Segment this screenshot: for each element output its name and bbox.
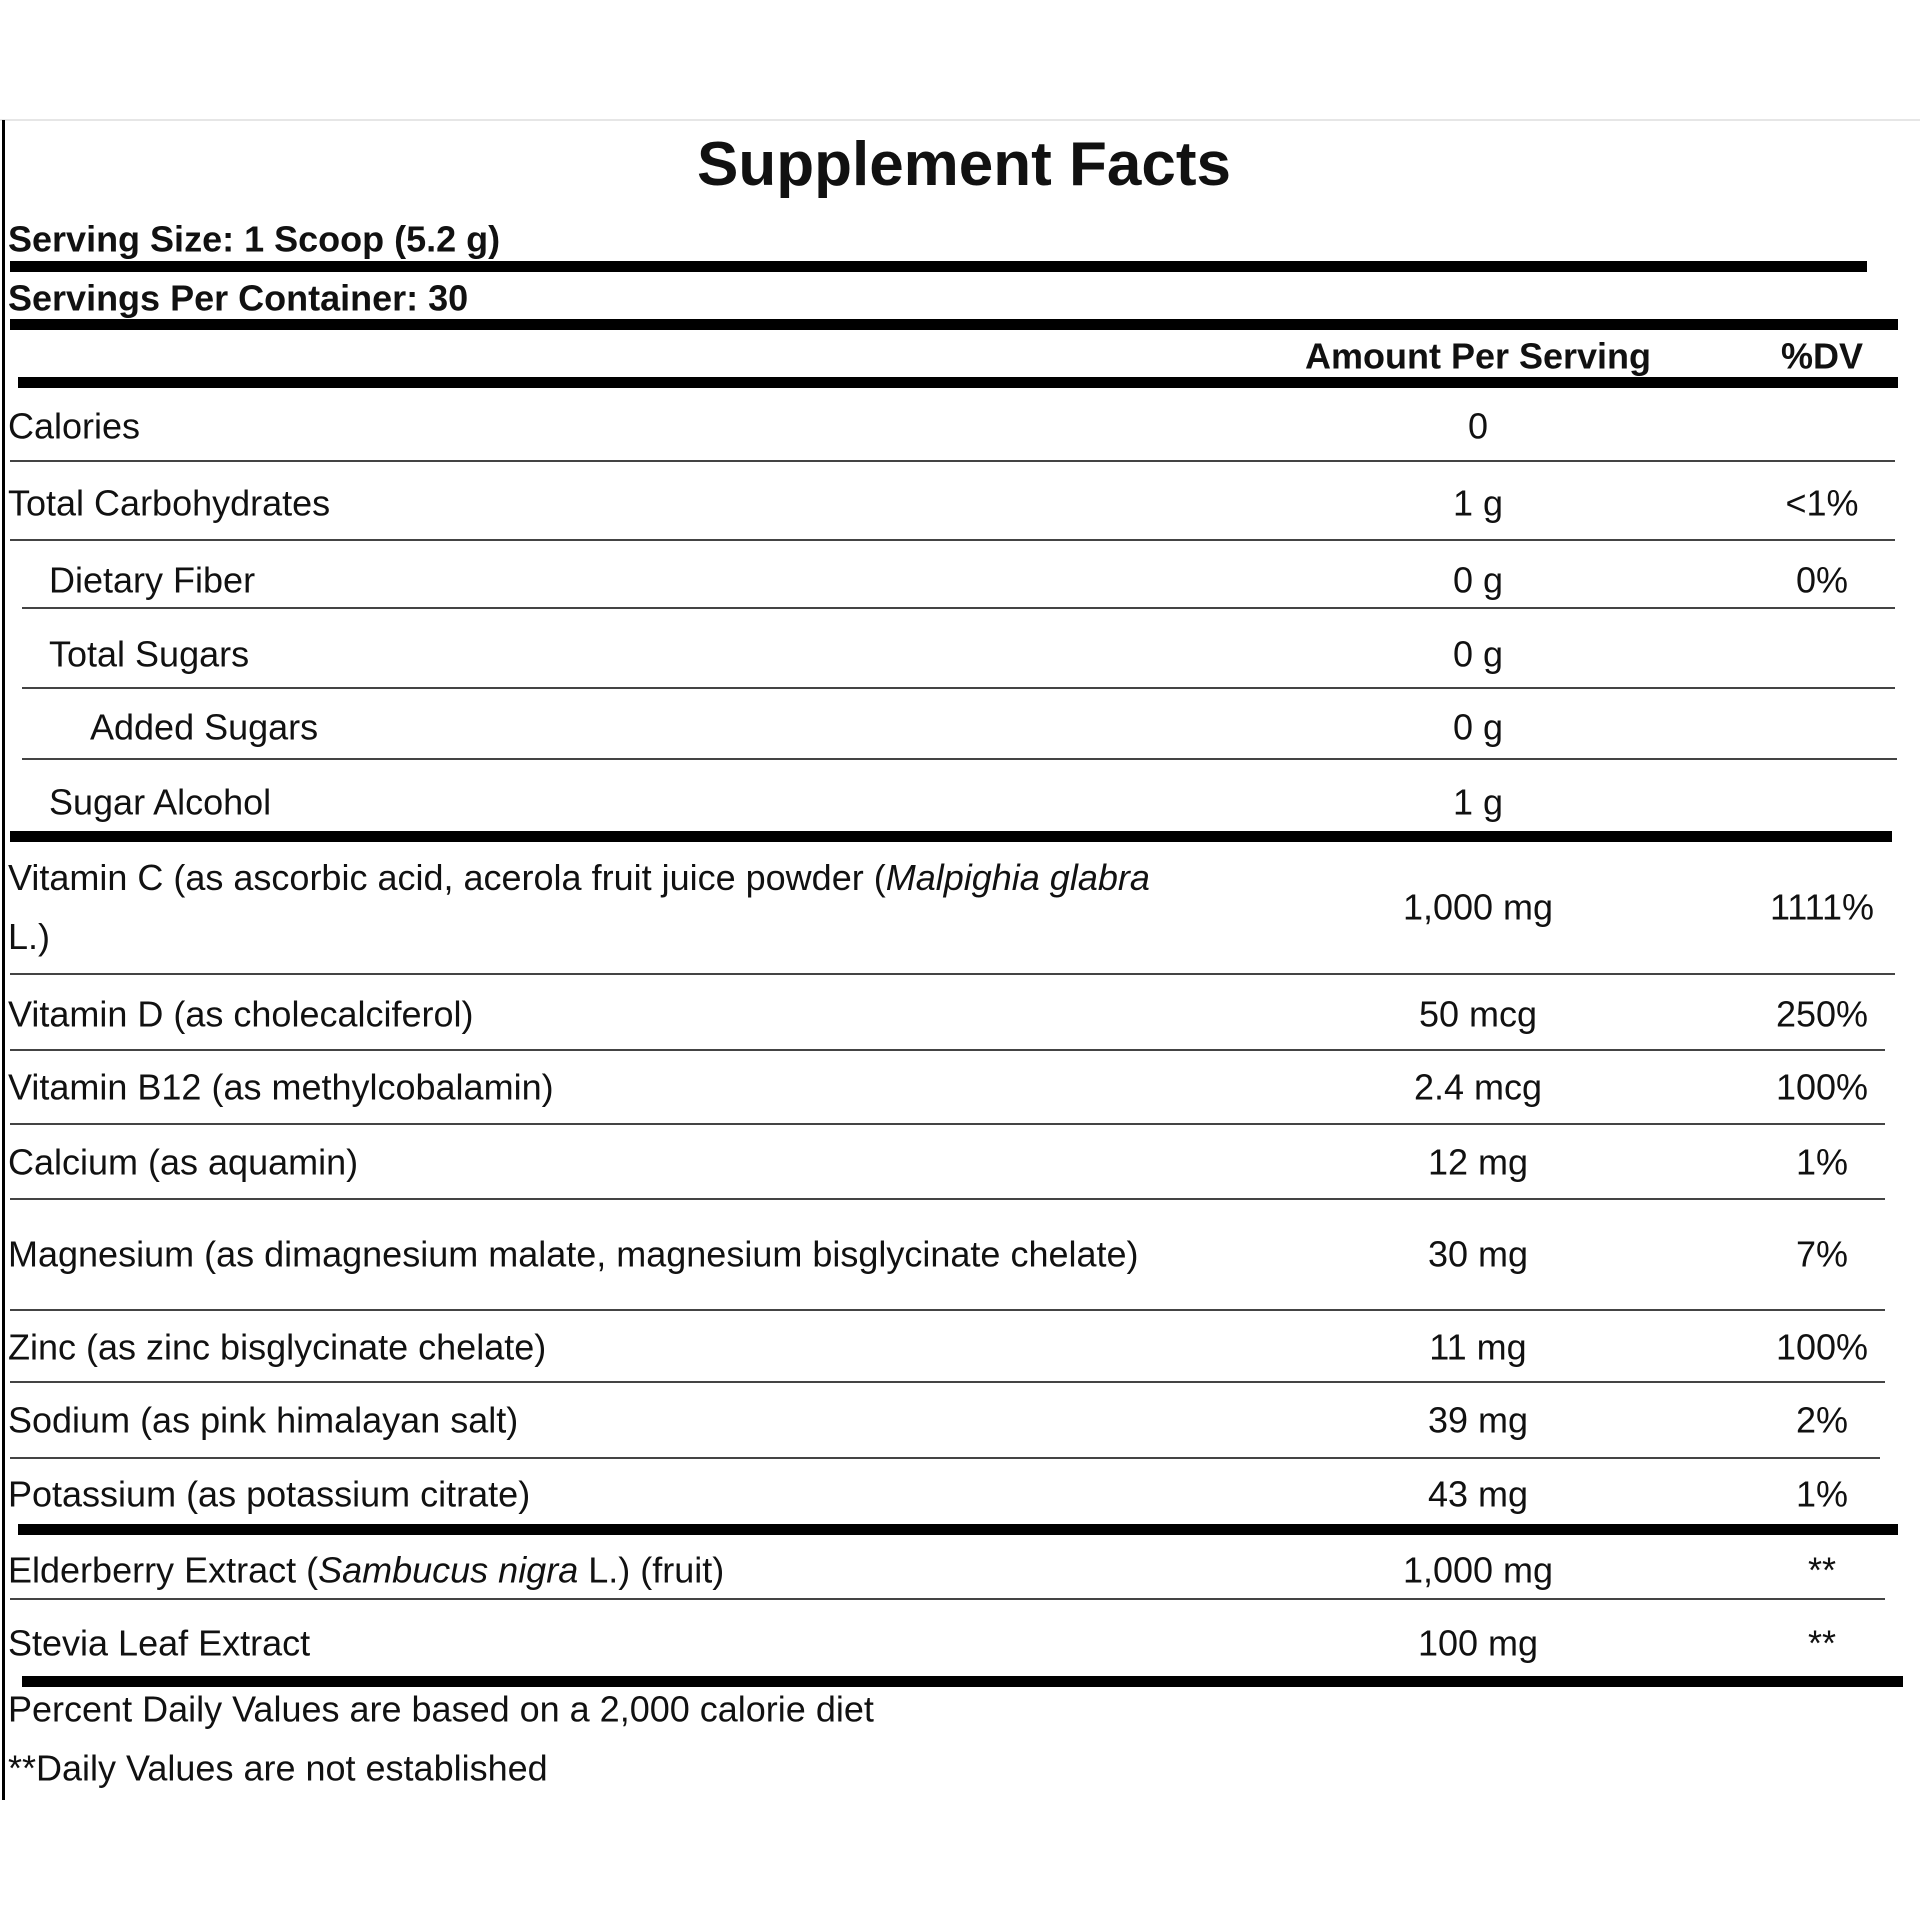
row-name: Stevia Leaf Extract — [8, 1614, 1198, 1673]
row-name: Calories — [8, 397, 1198, 456]
daily-value: 100% — [1775, 1066, 1869, 1108]
rule — [10, 1457, 1880, 1459]
row-name: Vitamin D (as cholecalciferol) — [8, 985, 1198, 1044]
top-border — [0, 119, 1920, 121]
rule — [10, 1309, 1885, 1311]
amount: 30 mg — [1427, 1233, 1529, 1275]
row-name: Added Sugars — [90, 698, 1280, 757]
row-name: Dietary Fiber — [49, 551, 1239, 610]
amount: 39 mg — [1427, 1399, 1529, 1441]
rule — [10, 261, 1867, 272]
amount: 2.4 mcg — [1413, 1066, 1543, 1108]
amount: 100 mg — [1417, 1622, 1539, 1664]
row-name: Total Sugars — [49, 625, 1239, 684]
amount: 0 g — [1452, 633, 1504, 675]
amount: 0 g — [1452, 706, 1504, 748]
amount: 11 mg — [1429, 1326, 1527, 1368]
amount: 1 g — [1452, 482, 1504, 524]
daily-value: 250% — [1775, 993, 1869, 1035]
rule — [22, 607, 1895, 609]
row-name: Vitamin B12 (as methylcobalamin) — [8, 1058, 1198, 1117]
amount: 0 g — [1452, 559, 1504, 601]
dv-header: %DV — [1780, 335, 1864, 377]
row-name: Potassium (as potassium citrate) — [8, 1465, 1198, 1524]
rule — [10, 1123, 1885, 1125]
name-part: Sodium (as pink himalayan salt) — [8, 1399, 519, 1441]
amount-header: Amount Per Serving — [1304, 335, 1652, 377]
name-part: Added Sugars — [90, 706, 319, 748]
footnote: Percent Daily Values are based on a 2,00… — [8, 1688, 874, 1730]
daily-value: 2% — [1795, 1399, 1849, 1441]
daily-value: ** — [1807, 1549, 1837, 1591]
name-part: Vitamin C (as ascorbic acid, acerola fru… — [8, 857, 886, 898]
daily-value: ** — [1807, 1622, 1837, 1664]
name-part: Total Sugars — [49, 633, 250, 675]
rule — [10, 1198, 1885, 1200]
name-part: Malpighia glabra — [885, 857, 1150, 898]
rule — [10, 319, 1898, 330]
name-part: Vitamin B12 (as methylcobalamin) — [8, 1066, 554, 1108]
daily-value: 0% — [1795, 559, 1849, 601]
left-border — [2, 120, 5, 1800]
servings-per-container: Servings Per Container: 30 — [8, 277, 469, 319]
rule — [18, 1524, 1898, 1535]
name-part: Sugar Alcohol — [49, 781, 272, 823]
amount: 1,000 mg — [1402, 886, 1554, 928]
amount: 12 mg — [1427, 1141, 1529, 1183]
serving-size: Serving Size: 1 Scoop (5.2 g) — [8, 218, 501, 260]
rule — [10, 831, 1892, 842]
rule — [22, 1676, 1903, 1687]
title: Supplement Facts — [697, 130, 1231, 199]
rule — [10, 460, 1895, 462]
name-part: Zinc (as zinc bisglycinate chelate) — [8, 1326, 547, 1368]
daily-value: 1% — [1795, 1473, 1849, 1515]
row-name: Sodium (as pink himalayan salt) — [8, 1391, 1198, 1450]
name-part: Stevia Leaf Extract — [8, 1622, 311, 1664]
row-name: Magnesium (as dimagnesium malate, magnes… — [8, 1225, 1198, 1284]
daily-value: 1% — [1795, 1141, 1849, 1183]
name-part: Magnesium (as dimagnesium malate, magnes… — [8, 1233, 1139, 1275]
rule — [18, 377, 1898, 388]
amount: 1 g — [1452, 781, 1504, 823]
daily-value: 7% — [1795, 1233, 1849, 1275]
daily-value: 100% — [1775, 1326, 1869, 1368]
rule — [10, 973, 1895, 975]
rule — [22, 687, 1895, 689]
name-part: Dietary Fiber — [49, 559, 256, 601]
rule — [10, 1049, 1885, 1051]
row-name: Total Carbohydrates — [8, 474, 1198, 533]
rule — [10, 539, 1895, 541]
name-part: Vitamin D (as cholecalciferol) — [8, 993, 474, 1035]
amount: 0 — [1467, 405, 1489, 447]
daily-value: <1% — [1785, 482, 1859, 524]
name-part: Calories — [8, 405, 141, 447]
name-part: L.) (fruit) — [578, 1549, 725, 1591]
rule — [10, 1598, 1885, 1600]
amount: 1,000 mg — [1402, 1549, 1554, 1591]
footnote: **Daily Values are not established — [8, 1747, 548, 1789]
rule — [10, 1381, 1885, 1383]
row-name: Sugar Alcohol — [49, 773, 1239, 832]
name-part: L.) — [8, 916, 51, 957]
name-part: Sambucus nigra — [318, 1549, 579, 1591]
row-name: Vitamin C (as ascorbic acid, acerola fru… — [8, 848, 1198, 966]
row-name: Elderberry Extract (Sambucus nigra L.) (… — [8, 1541, 1198, 1600]
name-part: Elderberry Extract ( — [8, 1549, 319, 1591]
amount: 50 mcg — [1418, 993, 1538, 1035]
rule — [22, 758, 1897, 760]
row-name: Zinc (as zinc bisglycinate chelate) — [8, 1318, 1198, 1377]
name-part: Total Carbohydrates — [8, 482, 331, 524]
amount: 43 mg — [1427, 1473, 1529, 1515]
row-name: Calcium (as aquamin) — [8, 1133, 1198, 1192]
name-part: Potassium (as potassium citrate) — [8, 1473, 531, 1515]
name-part: Calcium (as aquamin) — [8, 1141, 359, 1183]
daily-value: 1111% — [1769, 886, 1875, 928]
